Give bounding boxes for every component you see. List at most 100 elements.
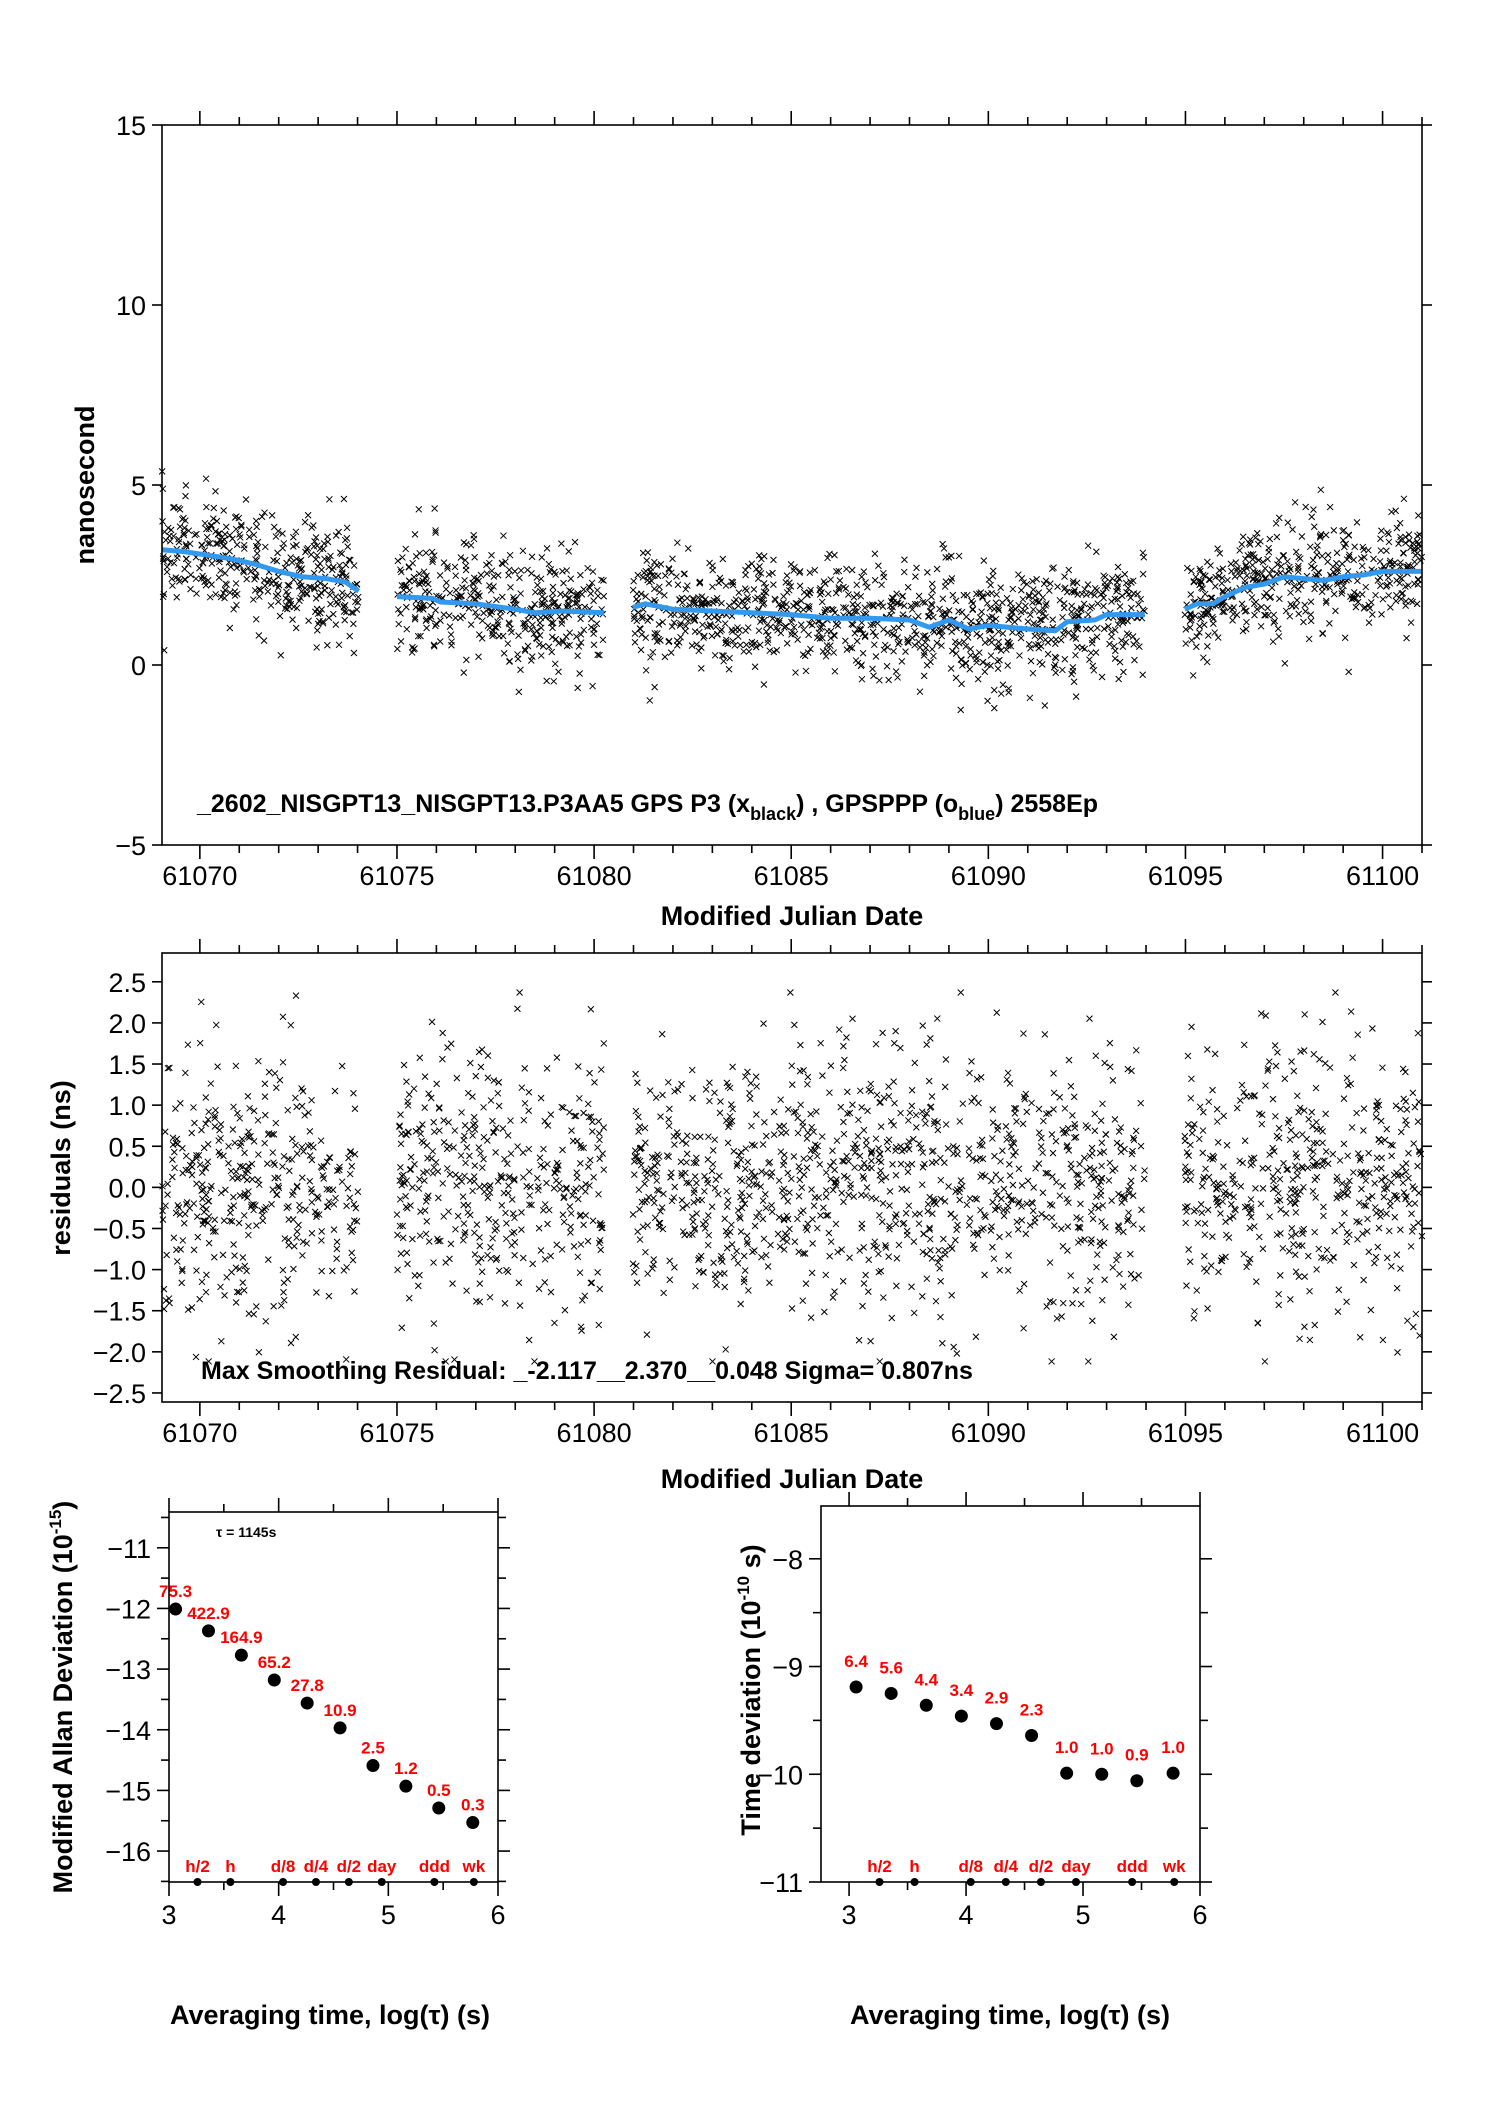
- gps-p3-point: [976, 632, 984, 640]
- residual-point: [230, 1241, 237, 1248]
- residual-point: [1063, 1143, 1071, 1151]
- gps-p3-point: [927, 658, 934, 666]
- gps-p3-point: [911, 600, 919, 608]
- residual-point: [469, 1093, 476, 1100]
- residual-point: [757, 1183, 765, 1191]
- gps-p3-point: [690, 614, 697, 622]
- residual-point: [314, 1193, 321, 1200]
- residual-point: [541, 1201, 549, 1208]
- residual-point: [1321, 1157, 1329, 1165]
- gps-p3-point: [1301, 601, 1309, 609]
- residual-point: [721, 1215, 729, 1223]
- residual-point: [281, 1235, 289, 1242]
- residual-point: [795, 1248, 803, 1256]
- gps-p3-point: [1242, 625, 1250, 633]
- residual-point: [1086, 1164, 1094, 1172]
- residual-point: [184, 1041, 192, 1049]
- residual-point: [212, 1021, 220, 1029]
- gps-p3-point: [168, 575, 176, 583]
- gps-p3-point: [1386, 557, 1394, 565]
- gps-p3-point: [762, 583, 770, 591]
- gps-p3-point: [475, 653, 482, 661]
- residual-point: [461, 1229, 469, 1236]
- gps-p3-point: [1068, 608, 1075, 616]
- residual-point: [1050, 1069, 1057, 1077]
- gps-p3-point: [1069, 579, 1077, 587]
- residual-point: [863, 1184, 871, 1191]
- residual-point: [761, 1190, 769, 1198]
- gps-p3-point: [976, 614, 984, 621]
- gps-p3-point: [590, 597, 597, 605]
- gps-p3-point: [881, 641, 889, 649]
- residual-point: [406, 1166, 414, 1173]
- residual-point: [594, 1269, 602, 1276]
- gps-p3-point: [545, 560, 553, 568]
- residual-point: [886, 1222, 893, 1230]
- residual-point: [212, 1106, 219, 1114]
- residual-point: [480, 1188, 488, 1196]
- gps-p3-point: [340, 608, 348, 615]
- gps-p3-point: [1239, 627, 1247, 635]
- residual-point: [434, 1235, 441, 1243]
- gps-p3-point: [1004, 638, 1012, 645]
- gps-p3-point: [559, 567, 566, 575]
- reference-mark-label: d/2: [1029, 1857, 1054, 1876]
- deviation-point-label: 6.4: [844, 1652, 868, 1671]
- residual-point: [915, 1140, 923, 1148]
- gps-p3-point: [1298, 533, 1306, 540]
- residual-point: [234, 1109, 241, 1117]
- residual-point: [480, 1155, 487, 1163]
- gps-p3-point: [417, 632, 424, 640]
- gps-p3-point: [507, 625, 514, 633]
- residual-point: [402, 1203, 410, 1211]
- gps-p3-point: [1260, 593, 1268, 600]
- gps-p3-point: [566, 629, 574, 637]
- residual-point: [416, 1232, 424, 1240]
- residual-point: [868, 1157, 875, 1165]
- deviation-point: [201, 1624, 215, 1638]
- gps-p3-point: [748, 560, 756, 568]
- residual-point: [535, 1224, 543, 1232]
- residual-point: [559, 1104, 567, 1112]
- residual-point: [1071, 1120, 1079, 1128]
- residual-point: [660, 1190, 667, 1198]
- residual-point: [317, 1137, 325, 1145]
- residual-point: [890, 1121, 898, 1129]
- gps-p3-point: [890, 631, 898, 639]
- gps-p3-point: [251, 587, 259, 594]
- residual-point: [638, 1198, 646, 1206]
- gps-p3-point: [928, 601, 936, 609]
- gps-p3-point: [755, 627, 763, 635]
- residual-point: [409, 1235, 416, 1243]
- gps-p3-point: [242, 496, 250, 503]
- residual-point: [596, 1155, 604, 1163]
- residual-point: [1261, 1358, 1269, 1365]
- gps-p3-point: [794, 606, 802, 613]
- residual-point: [927, 1103, 935, 1111]
- residual-point: [963, 1201, 971, 1209]
- mdev-x-axis-title: Averaging time, log(τ) (s): [170, 2000, 490, 2030]
- residual-point: [1183, 1282, 1190, 1289]
- residual-point: [577, 1144, 585, 1151]
- residual-point: [1333, 1194, 1341, 1202]
- residual-point: [969, 1241, 977, 1249]
- gps-p3-point: [181, 565, 189, 573]
- residual-point: [270, 1159, 277, 1167]
- gps-p3-point: [928, 645, 936, 653]
- gps-p3-point: [869, 665, 876, 673]
- residuals-y-axis-title: residuals (ns): [46, 1080, 76, 1256]
- gps-p3-point: [655, 621, 663, 628]
- residual-point: [304, 1142, 312, 1150]
- residual-point: [286, 1167, 293, 1175]
- gps-p3-point: [634, 609, 642, 616]
- gps-p3-point: [1104, 623, 1112, 630]
- residual-point: [825, 1229, 833, 1237]
- gps-p3-point: [452, 586, 460, 594]
- residual-point: [1132, 1046, 1140, 1054]
- residual-point: [452, 1225, 459, 1233]
- gps-p3-point: [922, 644, 930, 652]
- residual-point: [803, 1164, 811, 1172]
- gps-p3-point: [460, 669, 468, 676]
- gps-p3-point: [1026, 694, 1034, 702]
- residual-point: [280, 1296, 288, 1304]
